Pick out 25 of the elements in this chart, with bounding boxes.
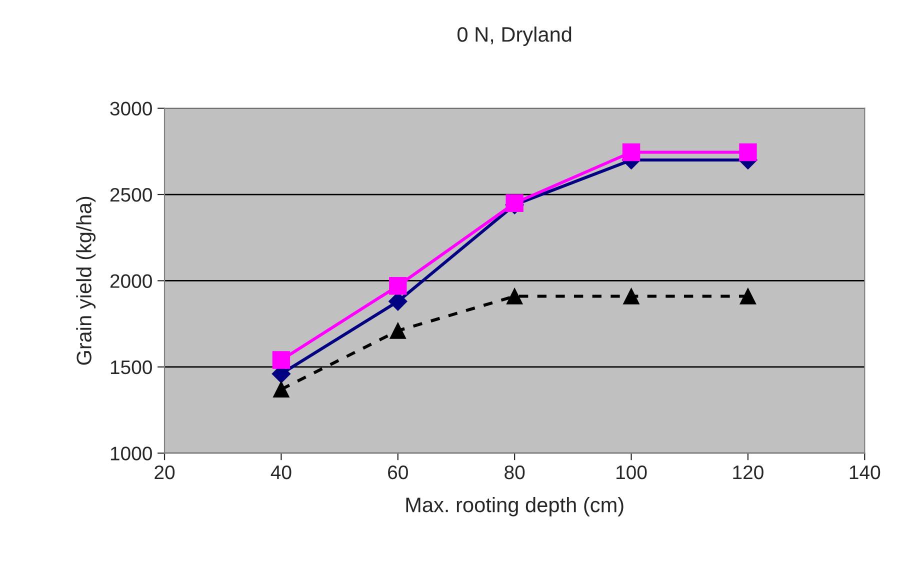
x-tick-label: 140 xyxy=(850,465,880,480)
point xyxy=(390,322,406,339)
x-axis-title: Max. rooting depth (cm) xyxy=(406,496,624,516)
point xyxy=(623,288,640,304)
x-tick-label: 80 xyxy=(504,465,525,480)
y-tick-label: 1500 xyxy=(110,360,152,374)
point xyxy=(272,351,290,369)
x-tick-label: 20 xyxy=(154,465,175,480)
x-tick-label: 40 xyxy=(270,465,292,480)
chart-title: 0 N, Dryland xyxy=(458,26,572,46)
x-tick-label: 100 xyxy=(616,465,647,480)
y-tick-label: 2500 xyxy=(110,188,152,202)
point xyxy=(740,288,756,304)
point xyxy=(273,381,290,398)
point xyxy=(389,277,407,295)
y-tick-label: 2000 xyxy=(110,274,152,288)
point xyxy=(739,143,757,162)
x-tick-label: 120 xyxy=(733,465,764,480)
y-tick-label: 1000 xyxy=(110,446,152,460)
point xyxy=(506,194,524,212)
y-axis-title: Grain yield (kg/ha) xyxy=(76,196,96,365)
y-tick-label: 3000 xyxy=(110,102,152,116)
x-tick-label: 60 xyxy=(388,465,408,480)
point xyxy=(622,143,640,162)
point xyxy=(506,288,523,304)
